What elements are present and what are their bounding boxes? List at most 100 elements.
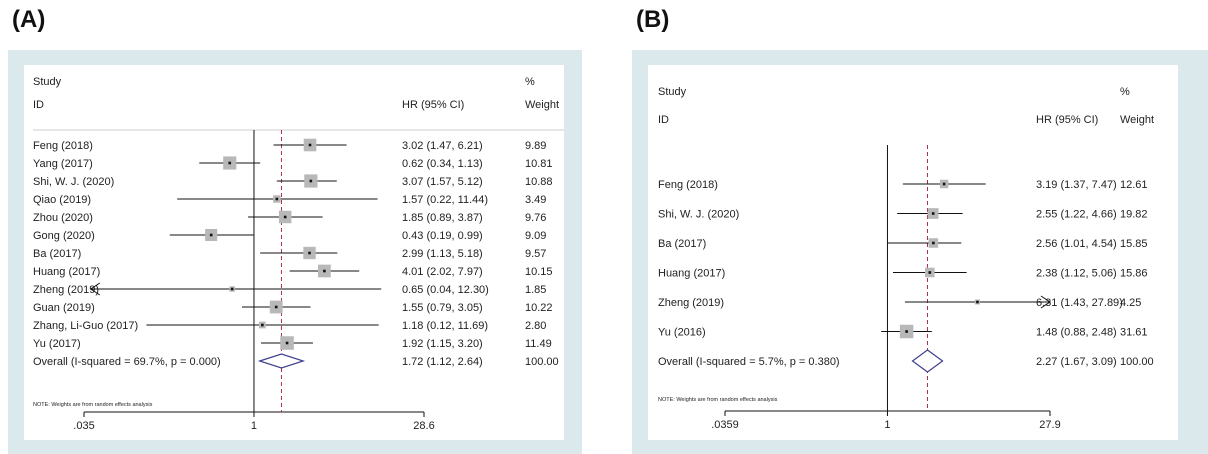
study-ci: 1.55 (0.79, 3.05) <box>402 302 483 314</box>
x-tick-label: 1 <box>884 419 890 431</box>
study-label: Zheng (2019) <box>33 284 99 296</box>
study-weight: 10.81 <box>525 158 553 170</box>
study-label: Gong (2020) <box>33 230 95 242</box>
header-hr: HR (95% CI) <box>1036 114 1098 126</box>
point-estimate <box>230 287 234 291</box>
study-ci: 2.99 (1.13, 5.18) <box>402 248 483 260</box>
forest-plot-a: Study ID HR (95% CI)% Weight .035 1 28.6 Feng (… <box>24 65 564 440</box>
point-estimate <box>905 330 908 333</box>
study-label: Qiao (2019) <box>33 194 91 206</box>
header-percent: % <box>1120 86 1130 98</box>
study-ci: 3.02 (1.47, 6.21) <box>402 140 483 152</box>
study-weight: 9.57 <box>525 248 546 260</box>
header-study: Study <box>658 86 687 98</box>
study-ci: 4.01 (2.02, 7.97) <box>402 266 483 278</box>
study-weight: 4.25 <box>1120 297 1141 309</box>
study-ci: 1.92 (1.15, 3.20) <box>402 338 483 350</box>
study-ci: 2.56 (1.01, 4.54) <box>1036 238 1117 250</box>
panel-label-a: (A) <box>12 6 46 33</box>
study-label: Ba (2017) <box>658 238 706 250</box>
study-ci: 0.43 (0.19, 0.99) <box>402 230 483 242</box>
x-tick-label: .0359 <box>711 419 739 431</box>
study-label: Feng (2018) <box>658 179 718 191</box>
point-estimate <box>285 341 289 345</box>
study-label: Huang (2017) <box>33 266 100 278</box>
overall-diamond <box>257 353 306 369</box>
study-label: Zhang, Li-Guo (2017) <box>33 320 138 332</box>
header-study: Study <box>33 76 62 88</box>
study-weight: 11.49 <box>525 338 552 350</box>
point-estimate <box>274 305 278 309</box>
point-estimate <box>932 241 935 245</box>
study-weight: 2.80 <box>525 320 546 332</box>
header-percent: % <box>525 76 535 88</box>
point-estimate <box>283 215 287 219</box>
ci-arrow-right <box>1040 295 1051 309</box>
forest-plot-b: Study ID HR (95% CI)% Weight .0359 1 27.9 Feng … <box>648 65 1178 440</box>
study-ci: 1.57 (0.22, 11.44) <box>402 194 488 206</box>
overall-ci: 2.27 (1.67, 3.09) <box>1036 356 1117 368</box>
header-weight: Weight <box>525 99 559 111</box>
study-weight: 19.82 <box>1120 209 1148 221</box>
study-weight: 3.49 <box>525 194 546 206</box>
overall-weight: 100.00 <box>525 356 559 368</box>
study-ci: 2.55 (1.22, 4.66) <box>1036 209 1117 221</box>
point-estimate <box>275 197 279 201</box>
study-ci: 2.38 (1.12, 5.06) <box>1036 268 1117 280</box>
overall-ci: 1.72 (1.12, 2.64) <box>402 356 483 368</box>
point-estimate <box>309 179 313 183</box>
study-label: Shi, W. J. (2020) <box>658 209 739 221</box>
point-estimate <box>928 271 932 274</box>
forest-plot-a-svg: Study ID HR (95% CI)% Weight .035 1 28.6 Feng (… <box>33 76 564 432</box>
forest-plot-b-frame: Study ID HR (95% CI)% Weight .0359 1 27.9 Feng … <box>632 50 1208 454</box>
weights-note: NOTE: Weights are from random effects an… <box>658 397 778 403</box>
study-weight: 15.86 <box>1120 268 1148 280</box>
study-weight: 15.85 <box>1120 238 1148 250</box>
study-label: Yang (2017) <box>33 158 93 170</box>
overall-weight: 100.00 <box>1120 356 1154 368</box>
study-label: Zhou (2020) <box>33 212 93 224</box>
forest-plot-b-svg: Study ID HR (95% CI)% Weight .0359 1 27.9 Feng … <box>658 86 1154 431</box>
study-weight: 1.85 <box>525 284 546 296</box>
point-estimate <box>976 300 979 304</box>
study-ci: 3.07 (1.57, 5.12) <box>402 176 483 188</box>
point-estimate <box>308 251 311 255</box>
point-estimate <box>323 269 326 273</box>
x-tick-label: 1 <box>251 420 257 432</box>
point-estimate <box>209 233 213 237</box>
study-weight: 12.61 <box>1120 179 1148 191</box>
panel-label-b: (B) <box>636 6 670 33</box>
weights-note: NOTE: Weights are from random effects an… <box>33 402 153 408</box>
study-ci: 3.19 (1.37, 7.47) <box>1036 179 1117 191</box>
study-label: Ba (2017) <box>33 248 81 260</box>
point-estimate <box>228 161 232 165</box>
point-estimate <box>261 323 264 327</box>
ci-arrow-left <box>89 282 101 296</box>
study-weight: 31.61 <box>1120 327 1148 339</box>
study-ci: 0.62 (0.34, 1.13) <box>402 158 483 170</box>
study-ci: 6.31 (1.43, 27.89) <box>1036 297 1123 309</box>
point-estimate <box>942 182 946 186</box>
point-estimate <box>931 212 935 215</box>
overall-diamond <box>911 349 944 373</box>
x-tick-label: 27.9 <box>1039 419 1060 431</box>
study-label: Yu (2017) <box>33 338 81 350</box>
study-weight: 9.76 <box>525 212 546 224</box>
study-ci: 1.85 (0.89, 3.87) <box>402 212 483 224</box>
study-weight: 10.88 <box>525 176 553 188</box>
study-label: Zheng (2019) <box>658 297 724 309</box>
study-label: Huang (2017) <box>658 268 725 280</box>
study-label: Feng (2018) <box>33 140 93 152</box>
overall-label: Overall (I-squared = 5.7%, p = 0.380) <box>658 356 840 368</box>
forest-plot-a-frame: Study ID HR (95% CI)% Weight .035 1 28.6 Feng (… <box>8 50 582 454</box>
study-ci: 0.65 (0.04, 12.30) <box>402 284 489 296</box>
study-weight: 10.15 <box>525 266 553 278</box>
x-tick-label: .035 <box>73 420 94 432</box>
header-id: ID <box>658 114 669 126</box>
study-weight: 10.22 <box>525 302 553 314</box>
study-label: Yu (2016) <box>658 327 706 339</box>
study-label: Guan (2019) <box>33 302 95 314</box>
study-ci: 1.18 (0.12, 11.69) <box>402 320 488 332</box>
overall-label: Overall (I-squared = 69.7%, p = 0.000) <box>33 356 221 368</box>
point-estimate <box>308 143 312 147</box>
